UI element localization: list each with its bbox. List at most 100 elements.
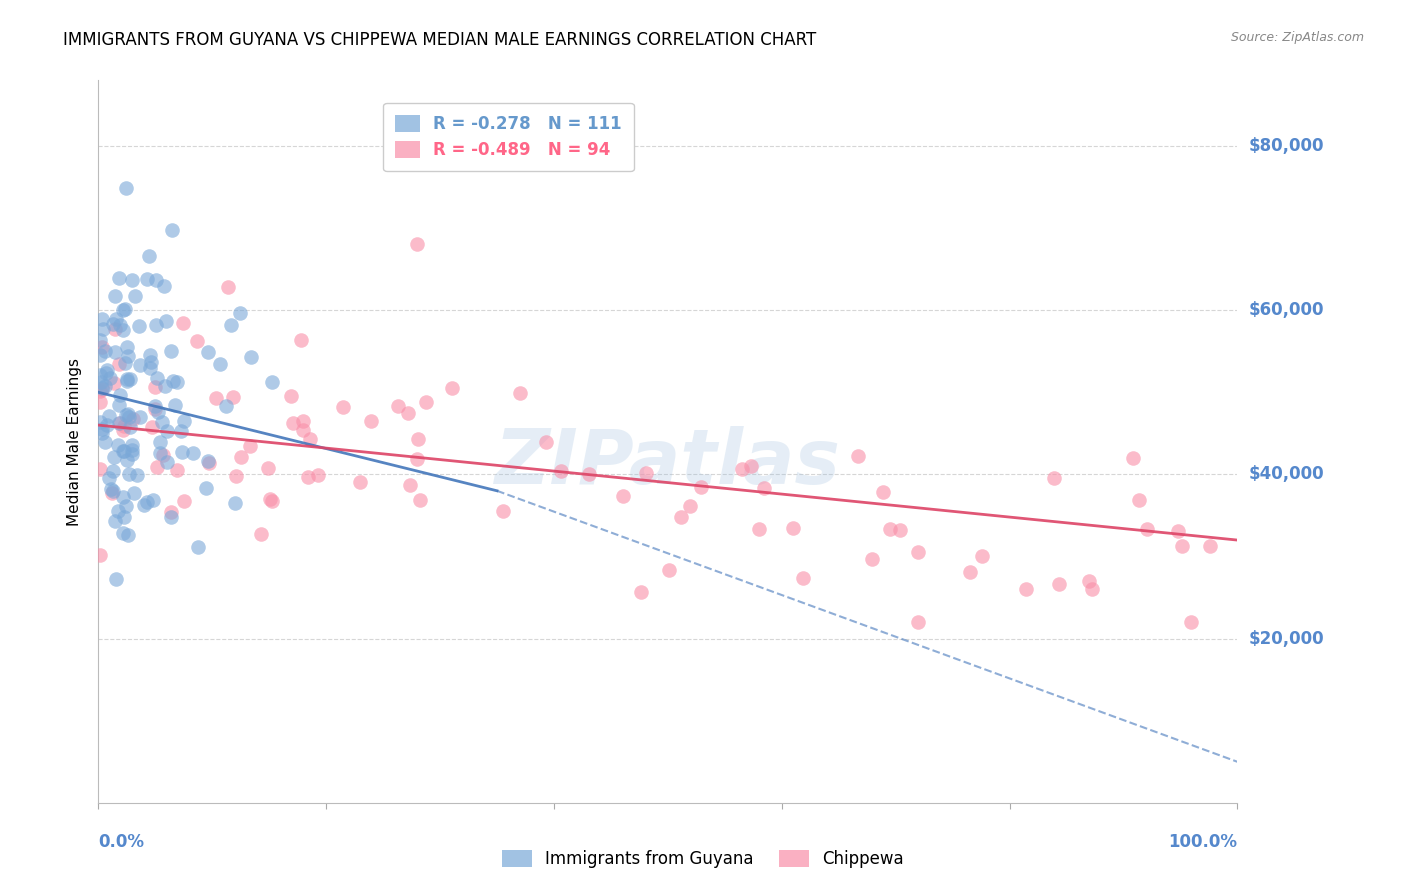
Point <box>115 408 138 422</box>
Point <box>209 357 232 371</box>
Point <box>107 504 129 518</box>
Point <box>103 450 125 464</box>
Point <box>387 399 409 413</box>
Point <box>121 447 143 461</box>
Point <box>89 548 111 562</box>
Point <box>678 499 700 513</box>
Point <box>127 468 149 483</box>
Point <box>112 418 135 433</box>
Point <box>141 420 163 434</box>
Legend: R = -0.278   N = 111, R = -0.489   N = 94: R = -0.278 N = 111, R = -0.489 N = 94 <box>384 103 634 171</box>
Point <box>239 439 262 453</box>
Point <box>134 498 156 512</box>
Point <box>409 493 432 508</box>
Point <box>89 348 111 362</box>
Point <box>262 494 284 508</box>
Point <box>440 381 463 395</box>
Point <box>186 334 208 349</box>
Point <box>117 349 139 363</box>
Text: $40,000: $40,000 <box>1249 466 1324 483</box>
Point <box>1122 450 1144 465</box>
Point <box>792 571 814 585</box>
Point <box>173 316 195 330</box>
Point <box>748 522 770 536</box>
Point <box>107 438 129 452</box>
Point <box>222 390 245 404</box>
Point <box>111 443 134 458</box>
Point <box>889 523 911 537</box>
Text: ZIPatlas: ZIPatlas <box>495 426 841 500</box>
Point <box>153 379 176 393</box>
Point <box>872 484 894 499</box>
Y-axis label: Median Male Earnings: Median Male Earnings <box>67 358 83 525</box>
Point <box>101 483 124 498</box>
Point <box>90 422 112 436</box>
Point <box>146 460 169 475</box>
Point <box>139 360 162 375</box>
Point <box>108 271 131 285</box>
Point <box>257 461 280 475</box>
Text: $20,000: $20,000 <box>1249 630 1324 648</box>
Point <box>101 486 124 500</box>
Point <box>907 544 929 558</box>
Point <box>104 312 127 326</box>
Point <box>89 384 111 398</box>
Point <box>89 462 111 476</box>
Point <box>1180 615 1202 630</box>
Point <box>262 375 284 389</box>
Point <box>166 376 188 390</box>
Point <box>155 313 177 327</box>
Point <box>114 356 136 370</box>
Point <box>240 350 263 364</box>
Text: 100.0%: 100.0% <box>1168 833 1237 851</box>
Point <box>173 493 195 508</box>
Point <box>183 446 205 460</box>
Point <box>1049 577 1071 591</box>
Text: $60,000: $60,000 <box>1249 301 1324 319</box>
Point <box>121 273 143 287</box>
Point <box>669 510 692 524</box>
Point <box>907 615 929 630</box>
Point <box>299 432 322 446</box>
Point <box>198 456 221 470</box>
Point <box>740 458 762 473</box>
Point <box>550 464 572 478</box>
Legend: Immigrants from Guyana, Chippewa: Immigrants from Guyana, Chippewa <box>495 843 911 875</box>
Point <box>360 415 382 429</box>
Point <box>89 394 111 409</box>
Point <box>1171 539 1194 553</box>
Point <box>160 344 183 359</box>
Point <box>136 272 159 286</box>
Point <box>115 180 138 194</box>
Point <box>152 279 174 293</box>
Point <box>129 409 152 424</box>
Point <box>219 318 242 333</box>
Point <box>115 372 138 386</box>
Point <box>139 355 162 369</box>
Point <box>115 340 138 354</box>
Point <box>111 526 134 541</box>
Point <box>1167 524 1189 538</box>
Point <box>138 249 160 263</box>
Point <box>731 462 754 476</box>
Point <box>225 469 247 483</box>
Point <box>89 368 111 383</box>
Point <box>111 423 134 437</box>
Point <box>108 416 131 430</box>
Point <box>1014 582 1036 596</box>
Point <box>143 401 166 416</box>
Point <box>128 319 150 334</box>
Point <box>959 566 981 580</box>
Point <box>89 415 111 429</box>
Point <box>112 490 135 504</box>
Point <box>115 374 138 388</box>
Point <box>492 504 515 518</box>
Point <box>879 522 901 536</box>
Point <box>332 401 354 415</box>
Point <box>396 406 419 420</box>
Point <box>160 509 183 524</box>
Point <box>118 467 141 481</box>
Point <box>292 423 315 437</box>
Point <box>142 493 165 508</box>
Point <box>170 425 193 439</box>
